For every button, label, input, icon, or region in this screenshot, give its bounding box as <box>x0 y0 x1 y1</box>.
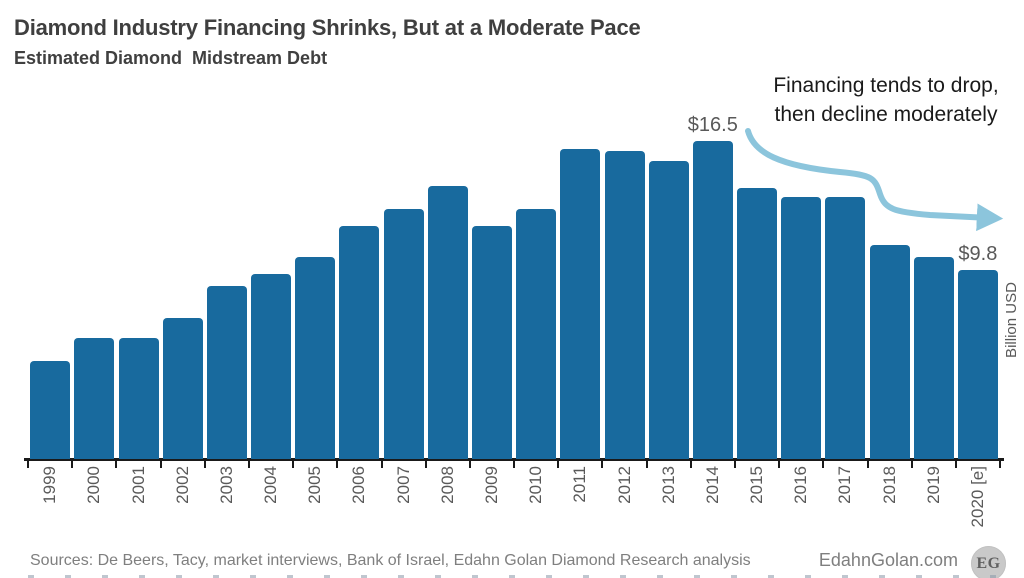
x-tick-label-2010: 2010 <box>526 466 546 504</box>
x-axis-tick <box>336 461 339 468</box>
bar-2018 <box>869 245 910 459</box>
bar-2012 <box>604 151 645 459</box>
x-axis-tick <box>557 461 560 468</box>
bar-2003 <box>206 286 247 459</box>
x-tick-label-2006: 2006 <box>349 466 369 504</box>
x-axis-tick <box>468 461 471 468</box>
y-axis-label: Billion USD <box>1003 282 1020 358</box>
x-tick-label-2012: 2012 <box>614 466 634 504</box>
bar-1999 <box>30 361 71 459</box>
annotation-text: Financing tends to drop, then decline mo… <box>752 71 1020 129</box>
x-axis-tick <box>292 461 295 468</box>
x-axis-tick <box>733 461 736 468</box>
x-tick-label-2001: 2001 <box>128 466 148 504</box>
bar-2006 <box>339 226 380 459</box>
x-axis-tick <box>954 461 957 468</box>
data-label-2020-e-: $9.8 <box>958 243 998 265</box>
x-axis-line <box>24 458 1004 461</box>
x-tick-label-2011: 2011 <box>570 466 590 503</box>
x-axis-tick <box>27 461 29 468</box>
eg-logo: EG <box>971 546 1006 578</box>
x-axis-tick <box>71 461 74 468</box>
x-axis-tick <box>910 461 913 468</box>
bar-2019 <box>913 257 954 459</box>
bar-2014 <box>692 141 733 459</box>
x-tick-label-2013: 2013 <box>658 466 678 504</box>
bar-2004 <box>251 274 291 459</box>
x-tick-label-2005: 2005 <box>305 466 325 504</box>
x-tick-label-2004: 2004 <box>261 466 280 504</box>
bar-2016 <box>781 197 822 459</box>
bar-2000 <box>74 338 115 459</box>
bottom-divider <box>28 575 1000 578</box>
x-tick-label-2016: 2016 <box>791 466 811 504</box>
x-axis-tick <box>645 461 648 468</box>
x-axis-tick <box>380 461 383 468</box>
x-tick-label-2008: 2008 <box>437 466 457 504</box>
x-axis-tick <box>247 461 250 468</box>
x-tick-label-2020-e-: 2020 [e] <box>967 466 987 528</box>
bar-2001 <box>118 338 159 459</box>
bar-2010 <box>516 209 557 459</box>
annotation-line-2: then decline moderately <box>774 103 998 126</box>
x-axis-tick <box>115 461 118 468</box>
annotation-line-1: Financing tends to drop, <box>773 74 999 97</box>
bar-2011 <box>560 149 601 459</box>
x-tick-label-2003: 2003 <box>216 466 236 504</box>
x-axis-tick <box>689 461 692 468</box>
bar-2009 <box>471 226 512 459</box>
x-axis-tick <box>513 461 515 468</box>
chart-title: Diamond Industry Financing Shrinks, But … <box>14 15 641 40</box>
x-axis-tick <box>424 461 427 468</box>
x-tick-label-2009: 2009 <box>481 466 501 504</box>
x-axis-tick <box>159 461 162 468</box>
bar-2013 <box>648 161 689 459</box>
x-tick-label-1999: 1999 <box>40 466 60 504</box>
x-tick-label-2014: 2014 <box>702 466 722 504</box>
x-axis-tick <box>601 461 604 468</box>
x-axis-tick <box>999 461 1001 468</box>
chart-subtitle: Estimated Diamond Midstream Debt <box>14 48 328 68</box>
x-tick-label-2019: 2019 <box>923 466 943 504</box>
x-axis-tick <box>778 461 781 468</box>
bar-2020-e- <box>957 270 998 459</box>
x-axis-tick <box>866 461 869 468</box>
bar-2017 <box>825 197 866 459</box>
bar-2015 <box>737 188 777 459</box>
sources-note: Sources: De Beers, Tacy, market intervie… <box>30 552 751 569</box>
bar-2002 <box>162 318 203 459</box>
bar-2005 <box>295 257 336 459</box>
x-axis-tick <box>822 461 825 468</box>
x-axis-tick <box>203 461 206 468</box>
x-tick-label-2017: 2017 <box>835 466 855 504</box>
x-tick-label-2007: 2007 <box>393 466 413 504</box>
bar-2007 <box>383 209 424 459</box>
data-label-2014: $16.5 <box>687 114 738 136</box>
bar-2008 <box>427 186 468 459</box>
x-tick-label-2018: 2018 <box>879 466 899 504</box>
x-tick-label-2015: 2015 <box>747 466 766 504</box>
website-link[interactable]: EdahnGolan.com <box>818 550 958 570</box>
x-tick-label-2002: 2002 <box>172 466 192 504</box>
x-tick-label-2000: 2000 <box>84 466 104 504</box>
trend-arrow-icon <box>745 128 1004 232</box>
eg-logo-text: EG <box>976 554 1001 572</box>
